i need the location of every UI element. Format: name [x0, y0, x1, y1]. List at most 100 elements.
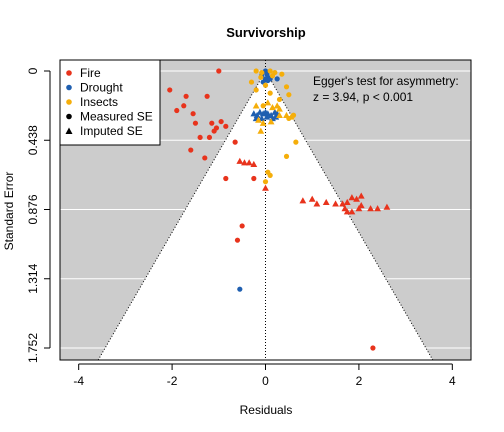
legend-label: Insects: [80, 95, 118, 109]
data-point-fire-imputed: [313, 200, 321, 207]
data-point-insects-measured: [248, 79, 255, 85]
data-point-fire-imputed: [332, 200, 339, 207]
data-point-fire-measured: [183, 93, 189, 99]
x-tick-label: -2: [167, 374, 178, 388]
data-point-fire-imputed: [353, 195, 360, 202]
data-point-fire-measured: [239, 223, 245, 229]
data-point-insects-measured: [276, 96, 283, 103]
data-point-fire-measured: [218, 118, 224, 125]
data-point-insects-measured: [258, 74, 264, 80]
data-point-fire-imputed: [262, 184, 269, 191]
data-point-fire-measured: [197, 134, 203, 141]
legend-box: [59, 59, 161, 146]
data-point-insects-imputed: [264, 99, 272, 106]
legend-marker-circle: [66, 84, 72, 91]
data-point-fire-measured: [181, 103, 187, 109]
data-point-fire-imputed: [367, 205, 374, 212]
data-point-fire-measured: [174, 107, 180, 114]
data-point-insects-measured: [259, 69, 265, 76]
data-point-fire-measured: [202, 155, 208, 161]
data-point-insects-imputed: [255, 116, 262, 123]
legend-marker-circle: [66, 70, 72, 76]
data-point-fire-imputed: [348, 208, 356, 215]
x-axis-label: Residuals: [240, 403, 293, 417]
data-point-fire-imputed: [348, 194, 356, 201]
data-point-fire-imputed: [383, 203, 391, 210]
data-point-fire-measured: [216, 68, 222, 74]
data-point-insects-measured: [283, 153, 290, 159]
egger-annotation-line2: z = 3.94, p < 0.001: [313, 90, 413, 104]
data-point-insects-measured: [286, 92, 292, 98]
data-point-fire-measured: [188, 147, 194, 153]
data-point-fire-measured: [204, 93, 210, 99]
legend-label: Drought: [80, 81, 123, 95]
legend-marker-triangle: [65, 127, 73, 134]
chart-title: Survivorship: [226, 25, 306, 40]
data-point-insects-measured: [293, 139, 299, 145]
data-point-fire-measured: [167, 87, 173, 93]
data-point-fire-imputed: [236, 157, 244, 164]
y-tick-label: 1.752: [26, 333, 40, 363]
plot-area: -4 -2 0 2 400.4380.8761.3141.752FireDroughtI…: [26, 59, 472, 388]
data-point-fire-imputed: [343, 198, 351, 205]
legend-label: Measured SE: [80, 110, 153, 124]
data-point-fire-measured: [223, 123, 229, 129]
data-point-fire-imputed: [245, 159, 253, 166]
data-point-insects-measured: [267, 90, 273, 96]
data-point-insects-imputed: [257, 127, 265, 134]
data-point-fire-imputed: [357, 192, 365, 199]
x-tick-label: 0: [262, 374, 269, 388]
data-point-fire-measured: [370, 345, 376, 351]
data-point-fire-imputed: [322, 198, 330, 205]
data-point-drought-measured: [274, 76, 280, 82]
egger-annotation-line1: Egger's test for asymmetry:: [313, 74, 459, 88]
data-point-insects-imputed: [252, 102, 260, 109]
data-point-insects-measured: [267, 68, 273, 74]
funnel-region: [98, 71, 433, 360]
data-point-insects-measured: [260, 103, 266, 109]
data-point-fire-imputed: [299, 197, 307, 204]
data-point-insects-measured: [253, 68, 259, 74]
data-point-fire-measured: [211, 128, 217, 134]
data-point-insects-imputed: [267, 118, 275, 125]
data-point-insects-measured: [279, 71, 285, 77]
data-point-insects-measured: [269, 73, 276, 79]
data-point-fire-imputed: [250, 160, 258, 168]
data-point-fire-imputed: [357, 201, 365, 209]
data-point-fire-imputed: [339, 200, 346, 207]
x-tick-label: 4: [449, 374, 456, 388]
legend-label: Imputed SE: [80, 124, 143, 138]
data-point-fire-imputed: [308, 195, 316, 202]
data-point-drought-measured: [237, 286, 243, 292]
data-point-fire-measured: [251, 175, 257, 182]
data-point-drought-imputed: [263, 113, 271, 120]
data-point-insects-measured: [262, 82, 269, 88]
data-point-insects-imputed: [259, 119, 267, 126]
data-point-insects-imputed: [269, 103, 276, 111]
legend-marker-circle: [66, 113, 72, 120]
data-point-fire-imputed: [241, 159, 248, 166]
y-tick-label: 0.876: [26, 194, 40, 224]
data-point-insects-imputed: [283, 111, 290, 118]
data-point-insects-imputed: [287, 113, 295, 120]
data-point-insects-measured: [253, 87, 259, 93]
x-tick-label: 2: [356, 374, 363, 388]
data-point-insects-measured: [262, 179, 269, 185]
y-tick-label: 0: [26, 67, 40, 74]
data-point-fire-measured: [232, 139, 238, 145]
data-point-fire-measured: [192, 120, 199, 126]
data-point-fire-measured: [206, 134, 213, 141]
data-point-insects-measured: [267, 172, 273, 178]
data-point-fire-imputed: [374, 205, 381, 212]
legend-label: Fire: [80, 66, 101, 80]
y-axis-label: Standard Error: [2, 172, 16, 251]
legend-marker-circle: [66, 99, 72, 105]
data-point-fire-measured: [234, 237, 241, 243]
data-point-fire-measured: [223, 175, 229, 182]
data-point-fire-measured: [209, 120, 215, 126]
data-point-insects-measured: [283, 84, 290, 90]
y-tick-label: 1.314: [26, 263, 40, 293]
data-point-fire-measured: [190, 111, 196, 117]
data-point-insects-imputed: [276, 105, 283, 112]
